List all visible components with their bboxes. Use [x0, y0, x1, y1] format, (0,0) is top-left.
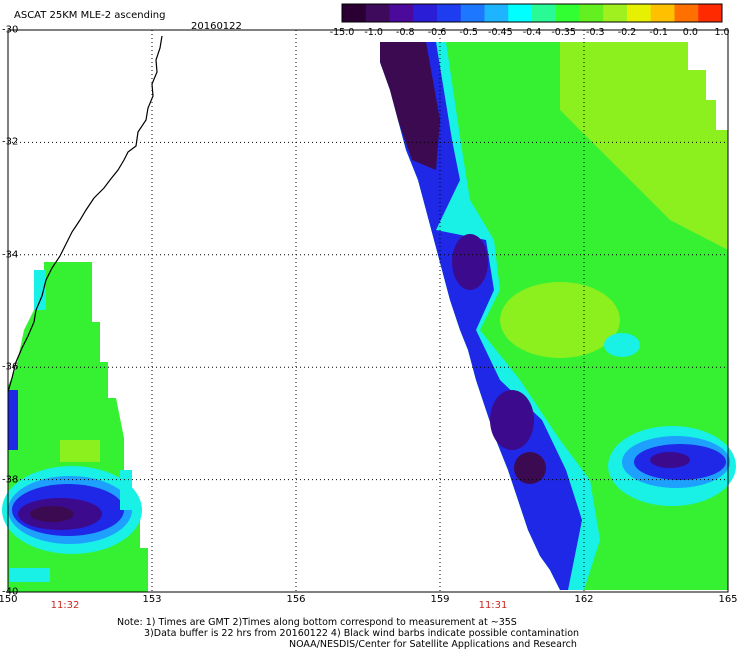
right-swath-east-purple [650, 452, 690, 468]
latitude-tick-label: -36 [2, 361, 19, 373]
longitude-tick-label: 150 [0, 594, 18, 605]
left-swath-bottom-cyan [10, 568, 50, 582]
colorbar-tick-label: -0.2 [617, 27, 637, 38]
colorbar-segment [555, 4, 580, 22]
right-swath-lime-ne [560, 42, 728, 250]
colorbar-tick-label: -0.1 [649, 27, 668, 38]
right-swath-cyan-patch [604, 333, 640, 357]
colorbar-segment [365, 4, 390, 22]
longitude-tick-label: 156 [286, 594, 306, 605]
colorbar-segment [460, 4, 485, 22]
right-swath-lime-mid [500, 282, 620, 358]
colorbar-tick-label: -0.45 [488, 27, 513, 38]
left-swath-time: 11:32 [50, 600, 80, 611]
left-swath-dark-core [30, 506, 74, 522]
footer-note-line-1: Note: 1) Times are GMT 2)Times along bot… [117, 617, 517, 628]
map-date: 20160122 [191, 21, 242, 32]
coastline [7, 35, 163, 393]
left-swath-lime-patch [60, 440, 100, 462]
colorbar [341, 3, 723, 23]
latitude-tick-label: -40 [2, 586, 19, 598]
latitude-tick-label: -32 [2, 136, 19, 148]
longitude-tick-label: 159 [430, 594, 450, 605]
colorbar-segment [484, 4, 509, 22]
colorbar-segment [579, 4, 604, 22]
right-swath-purple-eddy-3 [514, 452, 546, 484]
colorbar-tick-label: 0.0 [682, 27, 698, 38]
colorbar-segment [413, 4, 438, 22]
colorbar-tick-label: -1.0 [364, 27, 383, 38]
latitude-tick-label: -34 [2, 249, 19, 261]
left-swath-edge-cyan [34, 270, 46, 310]
colorbar-segment [603, 4, 628, 22]
footer-note-line-2: 3)Data buffer is 22 hrs from 20160122 4)… [144, 628, 580, 639]
colorbar-segment [698, 4, 723, 22]
left-swath [2, 262, 148, 592]
map-title: ASCAT 25KM MLE-2 ascending [14, 10, 166, 21]
colorbar-tick-label: -0.5 [459, 27, 478, 38]
colorbar-tick-label: -0.35 [551, 27, 576, 38]
colorbar-segment [389, 4, 414, 22]
colorbar-segment [342, 4, 367, 22]
colorbar-segment [627, 4, 652, 22]
right-swath-purple-eddy-1 [452, 234, 488, 290]
map-frame [7, 29, 729, 593]
colorbar-tick-label: -0.3 [586, 27, 605, 38]
longitude-tick-label: 162 [574, 594, 594, 605]
colorbar-segment [532, 4, 557, 22]
colorbar-tick-label: -0.8 [396, 27, 415, 38]
latitude-tick-label: -38 [2, 474, 19, 486]
colorbar-segment [674, 4, 699, 22]
footer-note-line-3: NOAA/NESDIS/Center for Satellite Applica… [289, 639, 577, 650]
colorbar-tick-label: 1.0 [714, 27, 730, 38]
left-swath-cyan-patch [120, 470, 132, 510]
colorbar-segment [437, 4, 462, 22]
right-swath-west-purple [380, 42, 440, 170]
longitude-tick-label: 165 [718, 594, 738, 605]
colorbar-segment [650, 4, 675, 22]
right-swath [380, 42, 736, 590]
colorbar-border [341, 3, 723, 23]
right-swath-purple-eddy-2 [490, 390, 534, 450]
latitude-tick-label: -30 [2, 24, 19, 36]
longitude-tick-label: 153 [142, 594, 162, 605]
colorbar-segment [508, 4, 533, 22]
colorbar-tick-label: -15.0 [329, 27, 355, 38]
lat-lon-grid [8, 30, 728, 592]
colorbar-tick-label: -0.6 [427, 27, 447, 38]
right-swath-time: 11:31 [478, 600, 508, 611]
left-swath-edge-blue [8, 390, 18, 450]
colorbar-tick-label: -0.4 [522, 27, 542, 38]
